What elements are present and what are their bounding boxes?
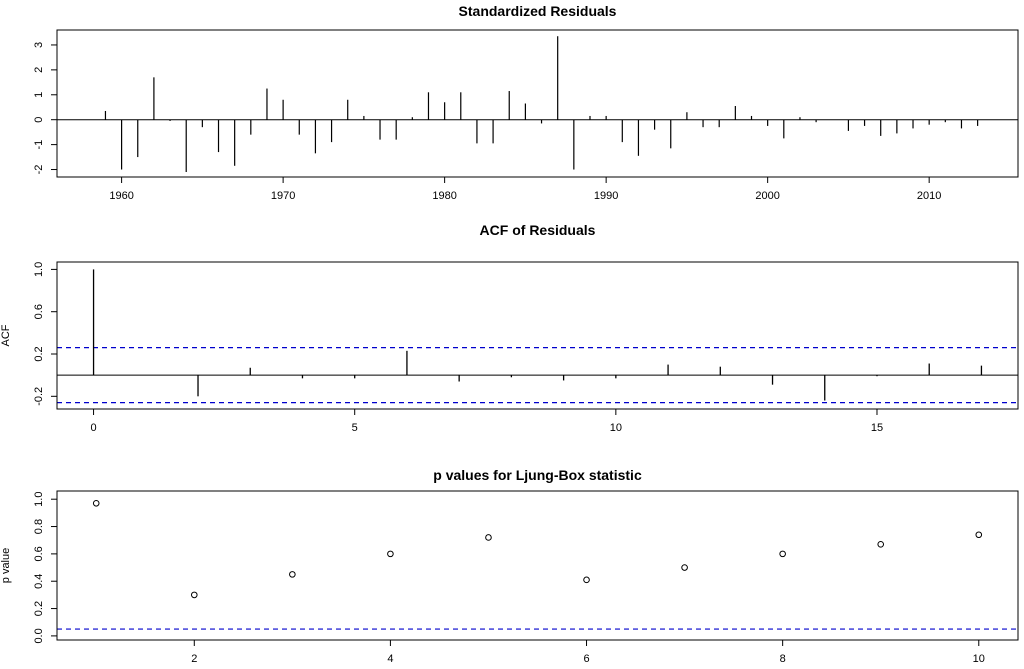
p-value-point <box>485 534 492 541</box>
acf-residuals-panel: ACF of Residuals ACF 0 5 10 15 -0.2 0.2 0.6 1.0 <box>0 222 1019 434</box>
x-tick-label: 1970 <box>271 190 295 202</box>
y-tick-label: 2 <box>33 67 45 73</box>
x-tick-label: 15 <box>871 422 883 434</box>
y-tick-label: 1.0 <box>33 492 45 507</box>
y-tick-label: 0.6 <box>33 546 45 561</box>
p-value-point <box>975 531 983 539</box>
ljung-box-panel: p values for Ljung-Box statistic p value… <box>0 467 1019 665</box>
p-value-point <box>92 500 100 507</box>
y-tick-label: -1 <box>33 140 45 150</box>
y-tick-label: -2 <box>33 165 45 175</box>
x-tick-label: 5 <box>352 422 358 434</box>
p-value-point <box>190 591 198 599</box>
panel-title: Standardized Residuals <box>459 3 617 19</box>
x-tick-label: 4 <box>387 653 393 665</box>
x-tick-label: 0 <box>90 422 96 434</box>
y-tick-label: 1.0 <box>33 262 45 277</box>
plot-frame <box>56 29 1019 178</box>
y-tick-label: 0.4 <box>33 574 45 589</box>
y-tick-label: 0.0 <box>33 628 45 643</box>
y-tick-label: -0.2 <box>33 387 45 406</box>
x-tick-label: 2010 <box>917 190 941 202</box>
x-tick-label: 8 <box>780 653 786 665</box>
p-value-point <box>583 576 590 584</box>
x-tick-label: 1990 <box>594 190 618 202</box>
p-value-point <box>681 564 688 571</box>
y-axis-label: ACF <box>0 324 12 346</box>
y-tick-label: 0.2 <box>33 601 45 616</box>
panel-title: p values for Ljung-Box statistic <box>433 467 642 483</box>
y-tick-label: 1 <box>33 92 45 98</box>
x-tick-label: 2 <box>191 653 197 665</box>
plot-frame <box>56 490 1019 641</box>
mark-layer: 0 5 10 15 -0.2 0.2 0.6 1.0 <box>33 262 1018 434</box>
y-tick-label: 3 <box>33 42 45 48</box>
p-value-point <box>387 550 394 558</box>
x-tick-label: 1980 <box>432 190 456 202</box>
p-value-point <box>289 571 296 578</box>
y-tick-label: 0.6 <box>33 304 45 319</box>
panel-title: ACF of Residuals <box>480 222 596 238</box>
plot-frame <box>56 261 1019 410</box>
mark-layer: 2 4 6 8 10 0.0 0.2 0.4 0.6 0.8 1.0 <box>33 492 1018 665</box>
standardized-residuals-panel: Standardized Residuals 1960 1970 1980 1990 2… <box>33 3 1019 202</box>
mark-layer: 1960 1970 1980 1990 2000 2010 -2 -1 0 1 2 3 <box>33 36 1018 202</box>
x-tick-label: 2000 <box>755 190 779 202</box>
y-tick-label: 0.2 <box>33 346 45 361</box>
y-axis-label: p value <box>0 548 12 583</box>
y-tick-label: 0.8 <box>33 519 45 534</box>
p-value-point <box>779 550 786 558</box>
y-tick-label: 0 <box>33 117 45 123</box>
x-tick-label: 6 <box>583 653 589 665</box>
x-tick-label: 10 <box>610 422 622 434</box>
p-value-point <box>877 541 885 548</box>
x-tick-label: 10 <box>973 653 985 665</box>
x-tick-label: 1960 <box>109 190 133 202</box>
